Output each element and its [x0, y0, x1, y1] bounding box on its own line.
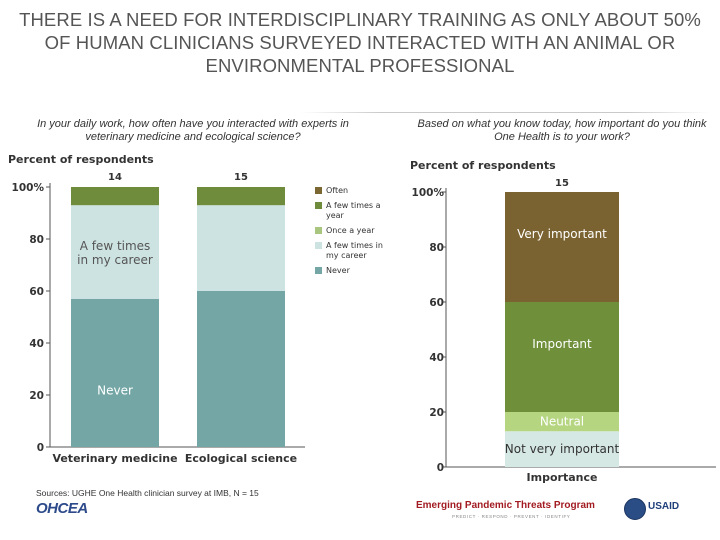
left-segment-label: Never — [97, 384, 133, 398]
left-bar-segment — [197, 187, 285, 206]
legend-entry: Once a year — [326, 226, 375, 235]
right-y-tick-label: 20 — [429, 407, 444, 419]
left-x-category-label: Veterinary medicine — [52, 452, 177, 465]
right-segment-label: Neutral — [540, 415, 584, 429]
left-y-tick-label: 100% — [12, 182, 45, 194]
left-segment-label: A few times in my career — [77, 239, 153, 267]
legend-swatch — [315, 202, 322, 209]
legend-entry: A few times in my career — [326, 241, 383, 260]
right-bar-n-label: 15 — [555, 178, 569, 189]
right-bars: Not very important Neutral Important Very i… — [505, 178, 620, 467]
legend-swatch — [315, 187, 322, 194]
left-bar-segment — [71, 298, 159, 447]
left-y-axis-title: Percent of respondents — [8, 153, 154, 166]
left-y-tick-label: 40 — [29, 338, 44, 350]
left-y-tick-label: 20 — [29, 390, 44, 402]
legend-swatch — [315, 242, 322, 249]
left-bar-segment — [197, 205, 285, 291]
legend-entry: Often — [326, 186, 348, 195]
ept-program-logo: Emerging Pandemic Threats Program — [416, 500, 595, 511]
right-bar-segment — [505, 302, 619, 412]
right-chart-question: Based on what you know today, how import… — [417, 118, 707, 143]
right-y-tick-label: 60 — [429, 297, 444, 309]
legend-entry: A few times a year — [326, 201, 381, 220]
usaid-seal-icon — [624, 498, 646, 520]
legend-swatch — [315, 267, 322, 274]
left-chart-interaction-frequency: Percent of respondents 0 20 40 60 80 100% 14 V… — [8, 153, 383, 465]
right-bar-segment — [505, 431, 619, 467]
ohcea-logo: OHCEA — [36, 500, 88, 517]
left-y-tick-label: 60 — [29, 286, 44, 298]
usaid-logo: USAID — [648, 501, 680, 512]
left-bars: 14 Veterinary medicine 15 Ecological scienc… — [52, 172, 297, 465]
left-legend: Often A few times a year Once a year A few t… — [315, 186, 383, 275]
left-x-category-label: Ecological science — [185, 452, 297, 465]
left-y-tick-label: 80 — [29, 234, 44, 246]
left-bar-n-label: 15 — [234, 172, 248, 183]
divider-line — [300, 112, 710, 113]
right-y-tick-label: 40 — [429, 352, 444, 364]
right-bar-segment — [505, 192, 619, 302]
left-chart-question: In your daily work, how often have you i… — [37, 118, 349, 143]
left-y-tick-label: 0 — [37, 442, 44, 454]
left-bar-n-label: 14 — [108, 172, 122, 183]
right-bar-segment — [505, 412, 619, 432]
right-segment-label: Not very important — [505, 442, 620, 456]
right-y-tick-label: 100% — [412, 187, 445, 199]
left-bar-segment — [71, 187, 159, 206]
right-y-axis-title: Percent of respondents — [410, 159, 556, 172]
right-y-tick-label: 0 — [437, 462, 444, 474]
source-note: Sources: UGHE One Health clinician surve… — [36, 488, 259, 498]
slide-title: THERE IS A NEED FOR INTERDISCIPLINARY TR… — [19, 9, 701, 76]
left-bar-segment — [197, 291, 285, 447]
left-bar-segment — [71, 205, 159, 299]
right-segment-label: Very important — [517, 227, 607, 241]
right-segment-label: Important — [532, 337, 592, 351]
right-chart-importance: Percent of respondents 0 20 40 60 80 100% Not… — [410, 159, 716, 484]
right-y-tick-label: 80 — [429, 242, 444, 254]
legend-swatch — [315, 227, 322, 234]
ept-program-tagline: PREDICT · RESPOND · PREVENT · IDENTIFY — [452, 514, 571, 519]
right-x-axis-title: Importance — [527, 471, 598, 484]
legend-entry: Never — [326, 266, 351, 275]
